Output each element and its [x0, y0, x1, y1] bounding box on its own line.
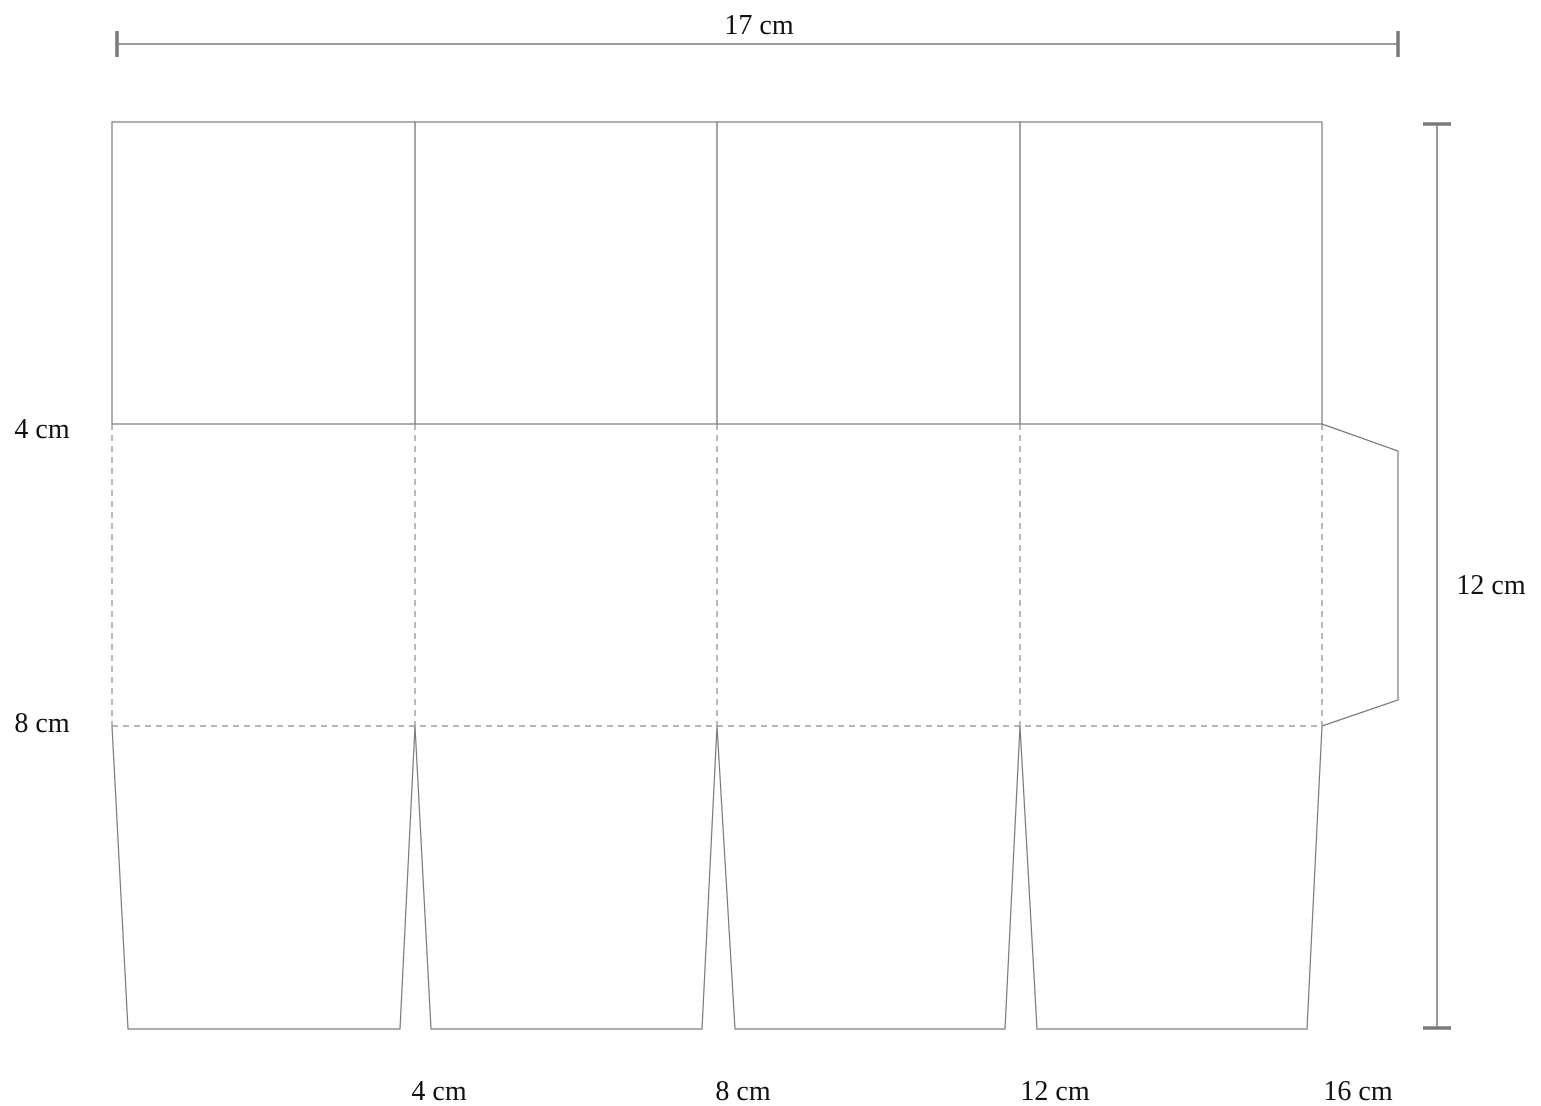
bottom-flap-3 — [716, 725, 1021, 1030]
side-panels — [111, 423, 1323, 727]
column-label-12cm: 12 cm — [1020, 1076, 1089, 1106]
bottom-flap-2 — [414, 725, 718, 1030]
row-label-8cm: 8 cm — [14, 708, 69, 739]
height-label: 12 cm — [1456, 570, 1525, 601]
bottom-flap-1 — [111, 725, 416, 1030]
top-flap-2 — [414, 121, 718, 425]
top-flap-1 — [111, 121, 416, 425]
column-label-4cm: 4 cm — [411, 1076, 466, 1106]
glue-tab — [1321, 423, 1399, 727]
bottom-flap-4 — [1019, 725, 1323, 1030]
column-label-16cm: 16 cm — [1323, 1076, 1392, 1106]
top-flaps — [111, 121, 1323, 425]
height-dimension-line — [1423, 122, 1451, 1030]
width-label: 17 cm — [724, 10, 793, 41]
column-label-8cm: 8 cm — [715, 1076, 770, 1106]
top-flap-3 — [716, 121, 1021, 425]
bottom-flaps — [111, 725, 1323, 1030]
width-dimension-line — [115, 31, 1400, 57]
row-label-4cm: 4 cm — [14, 414, 69, 445]
top-flap-4 — [1019, 121, 1323, 425]
